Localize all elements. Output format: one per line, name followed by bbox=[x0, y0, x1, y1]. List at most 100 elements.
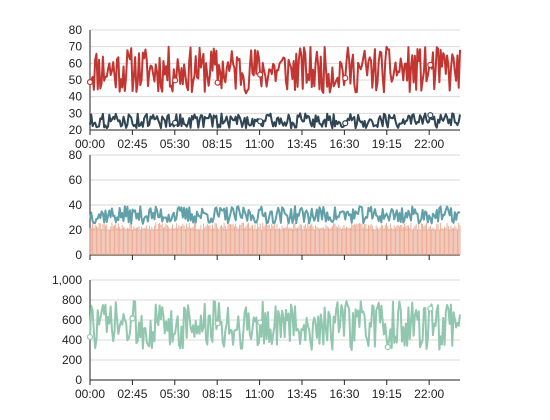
bar bbox=[315, 225, 317, 255]
bar bbox=[396, 225, 398, 255]
bar bbox=[382, 225, 384, 255]
bar bbox=[239, 224, 240, 255]
bar bbox=[322, 226, 324, 255]
bar bbox=[398, 226, 400, 255]
bar bbox=[173, 228, 175, 255]
bar bbox=[231, 224, 233, 255]
bar bbox=[352, 224, 354, 255]
bar bbox=[139, 229, 141, 255]
bar bbox=[361, 224, 363, 255]
bar bbox=[405, 226, 407, 255]
bar bbox=[202, 223, 204, 255]
bar bbox=[395, 227, 396, 255]
bar bbox=[94, 224, 96, 255]
y-tick-label: 600 bbox=[62, 313, 82, 327]
bar bbox=[391, 227, 393, 255]
bar bbox=[369, 225, 371, 255]
bar bbox=[217, 227, 219, 255]
bar bbox=[299, 223, 301, 255]
bar bbox=[431, 229, 433, 255]
bar bbox=[240, 224, 242, 255]
bar bbox=[215, 223, 217, 255]
bar bbox=[124, 227, 126, 255]
bar bbox=[160, 224, 162, 255]
y-tick-label: 400 bbox=[62, 333, 82, 347]
bar bbox=[308, 226, 310, 255]
bar bbox=[218, 229, 220, 255]
bar bbox=[291, 229, 293, 255]
bar bbox=[169, 229, 171, 255]
bar bbox=[451, 227, 453, 255]
bar bbox=[281, 225, 283, 255]
bar bbox=[316, 227, 318, 255]
bar bbox=[268, 224, 270, 255]
bar bbox=[128, 228, 130, 255]
bar bbox=[262, 222, 264, 255]
bar bbox=[306, 228, 308, 255]
bar bbox=[267, 225, 269, 255]
bar bbox=[184, 228, 186, 255]
data-point bbox=[427, 61, 434, 69]
bar bbox=[437, 224, 439, 255]
bar bbox=[157, 223, 159, 255]
bar bbox=[311, 223, 313, 255]
y-tick-label: 50 bbox=[69, 73, 83, 87]
bar bbox=[366, 228, 368, 255]
bar bbox=[110, 226, 112, 255]
bar bbox=[148, 225, 150, 255]
bar bbox=[106, 224, 108, 255]
bar bbox=[186, 223, 188, 255]
bar bbox=[446, 223, 448, 255]
bar bbox=[346, 226, 348, 255]
bar bbox=[441, 227, 443, 255]
bar bbox=[191, 227, 193, 255]
bar bbox=[459, 225, 461, 255]
series-line bbox=[89, 300, 461, 351]
bar bbox=[280, 229, 282, 255]
data-point bbox=[257, 118, 264, 125]
data-point bbox=[342, 120, 349, 127]
bar bbox=[219, 226, 221, 255]
bar bbox=[388, 229, 390, 255]
bar bbox=[298, 226, 300, 255]
y-tick-label: 60 bbox=[69, 56, 83, 70]
bar bbox=[117, 223, 119, 255]
bar bbox=[297, 227, 299, 255]
bar bbox=[300, 224, 302, 255]
bar bbox=[182, 223, 184, 255]
data-point bbox=[384, 344, 391, 351]
data-point bbox=[129, 315, 136, 322]
bar bbox=[193, 222, 195, 255]
bar bbox=[119, 226, 121, 255]
bar bbox=[103, 223, 105, 255]
bar bbox=[147, 229, 149, 255]
bar bbox=[288, 228, 289, 255]
bar bbox=[455, 227, 457, 255]
bar bbox=[129, 223, 131, 255]
bar bbox=[415, 224, 417, 255]
bar bbox=[206, 223, 208, 255]
x-tick-label: 11:00 bbox=[245, 387, 274, 401]
bar bbox=[190, 228, 192, 255]
bar bbox=[123, 227, 124, 255]
data-point bbox=[342, 74, 349, 82]
bar bbox=[97, 227, 99, 255]
bar bbox=[375, 225, 377, 255]
bar bbox=[156, 229, 158, 255]
bar bbox=[279, 227, 280, 255]
bar bbox=[204, 227, 206, 255]
bar bbox=[371, 225, 373, 255]
series-line bbox=[89, 45, 461, 95]
chart-panel-bottom: 0 200 400 600 800 1,000 00:00 02:45 05:30 08:15 11… bbox=[52, 273, 461, 401]
chart-panel-top: 20 30 40 50 60 70 80 00:00 02:45 05:30 08:15 11:00 1… bbox=[69, 23, 461, 151]
bar bbox=[404, 223, 406, 255]
bar bbox=[197, 228, 199, 255]
bar bbox=[134, 228, 136, 255]
bar bbox=[263, 226, 265, 255]
bar bbox=[325, 224, 327, 255]
bar bbox=[146, 225, 148, 255]
bar bbox=[328, 227, 329, 255]
bar bbox=[450, 225, 452, 255]
bar bbox=[241, 222, 243, 255]
